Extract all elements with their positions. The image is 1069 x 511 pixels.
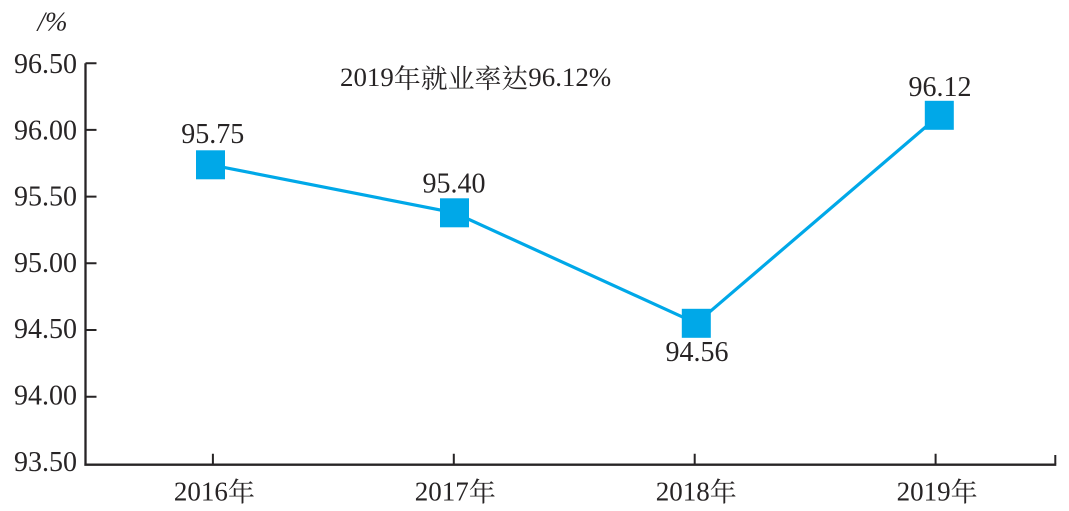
svg-text:95.40: 95.40 (423, 169, 486, 200)
svg-text:96.12%: 96.12% (528, 62, 611, 92)
svg-text:96.12: 96.12 (909, 72, 972, 103)
svg-text:2017: 2017 (415, 476, 469, 506)
svg-text:95.50: 95.50 (14, 182, 77, 213)
svg-text:/%: /% (36, 7, 68, 37)
svg-text:95.00: 95.00 (14, 248, 77, 279)
svg-text:2019: 2019 (897, 476, 951, 506)
svg-text:93.50: 93.50 (14, 447, 77, 478)
svg-text:94.56: 94.56 (666, 337, 729, 368)
svg-text:2018: 2018 (656, 476, 710, 506)
svg-text:95.75: 95.75 (181, 119, 244, 150)
svg-text:94.00: 94.00 (14, 381, 77, 412)
svg-text:2016: 2016 (174, 476, 228, 506)
svg-text:2019: 2019 (340, 62, 394, 92)
svg-text:96.00: 96.00 (14, 115, 77, 146)
svg-text:94.50: 94.50 (14, 314, 77, 345)
svg-text:96.50: 96.50 (14, 49, 77, 80)
